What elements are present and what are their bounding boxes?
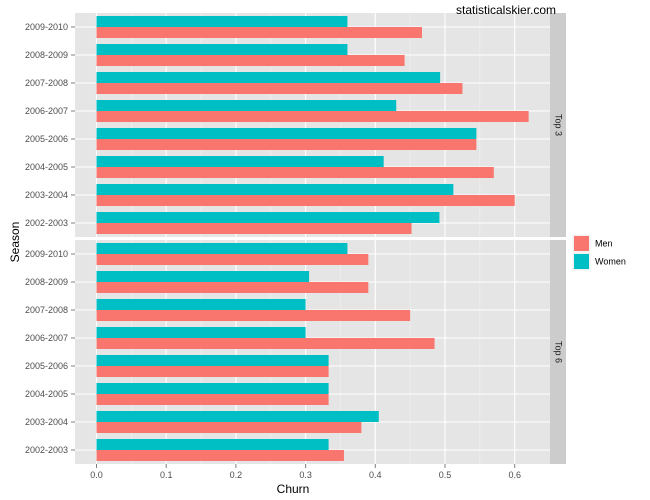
bar-women-top-6-2002-2003 xyxy=(96,439,329,450)
x-tick-label: 0.3 xyxy=(299,470,312,480)
bar-women-top-6-2005-2006 xyxy=(96,355,329,366)
facet-strip-label: Top 6 xyxy=(554,341,564,363)
y-tick-label: 2008-2009 xyxy=(25,277,68,287)
bar-men-top-6-2004-2005 xyxy=(96,394,329,405)
x-axis-title: Churn xyxy=(277,482,310,496)
y-tick-label: 2003-2004 xyxy=(25,417,68,427)
bar-women-top-6-2006-2007 xyxy=(96,327,306,338)
facet-panels: 2009-2010 2008-2009 2007-2008 2006-2007 2005… xyxy=(25,13,566,464)
facet-strip xyxy=(550,240,566,464)
legend-key-women xyxy=(574,254,589,269)
y-tick-label: 2005-2006 xyxy=(25,361,68,371)
bar-men-top-6-2007-2008 xyxy=(96,310,411,321)
legend-label-women: Women xyxy=(595,257,626,267)
y-tick-label: 2004-2005 xyxy=(25,162,68,172)
bar-men-top-3-2009-2010 xyxy=(96,27,422,38)
x-axis: 0.0 0.1 0.2 0.3 0.4 0.5 0.6 xyxy=(90,464,521,480)
legend: Men Women xyxy=(572,234,626,271)
y-axis-title: Season xyxy=(8,222,22,263)
y-tick-label: 2004-2005 xyxy=(25,389,68,399)
facet-strip-label: Top 3 xyxy=(554,114,564,136)
bar-women-top-6-2003-2004 xyxy=(96,411,379,422)
bar-men-top-3-2004-2005 xyxy=(96,167,494,178)
y-tick-label: 2008-2009 xyxy=(25,50,68,60)
legend-key-men xyxy=(574,236,589,251)
bar-women-top-3-2008-2009 xyxy=(96,44,348,55)
y-tick-label: 2002-2003 xyxy=(25,218,68,228)
bar-men-top-6-2009-2010 xyxy=(96,254,369,265)
facet-strip xyxy=(550,13,566,237)
x-tick-label: 0.4 xyxy=(369,470,382,480)
bar-women-top-3-2002-2003 xyxy=(96,212,440,223)
bar-women-top-3-2007-2008 xyxy=(96,72,441,83)
bar-women-top-3-2003-2004 xyxy=(96,184,454,195)
bar-women-top-3-2006-2007 xyxy=(96,100,397,111)
y-tick-label: 2003-2004 xyxy=(25,190,68,200)
y-tick-label: 2007-2008 xyxy=(25,78,68,88)
bar-women-top-3-2004-2005 xyxy=(96,156,384,167)
bar-women-top-3-2009-2010 xyxy=(96,16,348,27)
watermark: statisticalskier.com xyxy=(456,3,556,17)
bar-men-top-3-2008-2009 xyxy=(96,55,405,66)
bar-women-top-6-2008-2009 xyxy=(96,271,310,282)
bar-men-top-3-2002-2003 xyxy=(96,223,412,234)
x-tick-label: 0.6 xyxy=(508,470,521,480)
bar-women-top-6-2009-2010 xyxy=(96,243,348,254)
bar-men-top-3-2006-2007 xyxy=(96,111,529,122)
bar-men-top-6-2005-2006 xyxy=(96,366,329,377)
x-tick-label: 0.2 xyxy=(230,470,243,480)
y-tick-label: 2009-2010 xyxy=(25,249,68,259)
bar-women-top-3-2005-2006 xyxy=(96,128,477,139)
bar-women-top-6-2007-2008 xyxy=(96,299,306,310)
x-tick-label: 0.0 xyxy=(90,470,103,480)
facet-panel-top-6: 2009-2010 2008-2009 2007-2008 2006-2007 2005… xyxy=(25,240,566,464)
bar-men-top-6-2006-2007 xyxy=(96,338,435,349)
bar-men-top-3-2005-2006 xyxy=(96,139,477,150)
y-tick-label: 2007-2008 xyxy=(25,305,68,315)
bar-men-top-6-2002-2003 xyxy=(96,450,344,461)
bar-men-top-6-2008-2009 xyxy=(96,282,369,293)
facet-panel-top-3: 2009-2010 2008-2009 2007-2008 2006-2007 2005… xyxy=(25,13,566,237)
y-tick-label: 2006-2007 xyxy=(25,106,68,116)
bar-women-top-6-2004-2005 xyxy=(96,383,329,394)
bar-men-top-3-2003-2004 xyxy=(96,195,515,206)
x-tick-label: 0.5 xyxy=(439,470,452,480)
x-tick-label: 0.1 xyxy=(160,470,173,480)
y-tick-label: 2009-2010 xyxy=(25,22,68,32)
y-tick-label: 2005-2006 xyxy=(25,134,68,144)
y-tick-label: 2006-2007 xyxy=(25,333,68,343)
legend-label-men: Men xyxy=(595,239,613,249)
y-tick-label: 2002-2003 xyxy=(25,445,68,455)
bar-men-top-6-2003-2004 xyxy=(96,422,362,433)
bar-men-top-3-2007-2008 xyxy=(96,83,463,94)
